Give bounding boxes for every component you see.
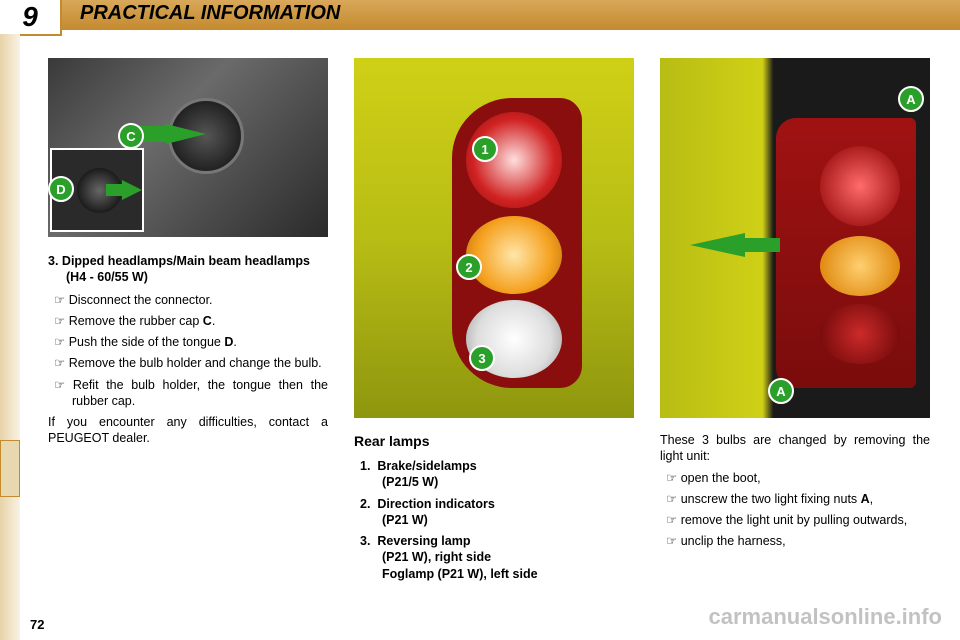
badge-1: 1 bbox=[472, 136, 498, 162]
col2-n2: 2. Direction indicators (P21 W) bbox=[354, 496, 634, 529]
badge-c: C bbox=[118, 123, 144, 149]
left-sidebar bbox=[0, 34, 20, 640]
rear-brake bbox=[820, 146, 900, 226]
figure-rear-unit: A A bbox=[660, 58, 930, 418]
page-title: PRACTICAL INFORMATION bbox=[80, 2, 340, 25]
col3-b1: open the boot, bbox=[660, 470, 930, 486]
figure-headlamp: C D bbox=[48, 58, 328, 237]
col2-heading: Rear lamps bbox=[354, 432, 634, 450]
col1-b3: Push the side of the tongue D. bbox=[48, 334, 328, 350]
col1-b5: Refit the bulb holder, the tongue then t… bbox=[48, 377, 328, 410]
badge-2: 2 bbox=[456, 254, 482, 280]
col1-b4: Remove the bulb holder and change the bu… bbox=[48, 355, 328, 371]
badge-3: 3 bbox=[469, 345, 495, 371]
arrow-d-head bbox=[122, 180, 142, 200]
manual-page: 9 PRACTICAL INFORMATION C D 1 2 3 A bbox=[0, 0, 960, 640]
section-tab bbox=[0, 440, 20, 497]
col3-b2: unscrew the two light fixing nuts A, bbox=[660, 491, 930, 507]
rear-fog bbox=[820, 304, 900, 364]
col1-heading-text: Dipped headlamps/Main beam headlamps (H4… bbox=[62, 254, 310, 284]
column-left: 3. Dipped headlamps/Main beam headlamps … bbox=[48, 253, 328, 447]
col2-n1: 1. Brake/sidelamps (P21/5 W) bbox=[354, 458, 634, 491]
page-number: 72 bbox=[30, 617, 44, 632]
chapter-number-badge: 9 bbox=[0, 0, 62, 36]
arrow-c-head bbox=[166, 124, 206, 144]
figure-tail-lamp: 1 2 3 bbox=[354, 58, 634, 418]
badge-a-top: A bbox=[898, 86, 924, 112]
col3-b4: unclip the harness, bbox=[660, 533, 930, 549]
col1-heading-prefix: 3. bbox=[48, 254, 58, 268]
col1-b1: Disconnect the connector. bbox=[48, 292, 328, 308]
col1-heading: 3. Dipped headlamps/Main beam headlamps … bbox=[48, 253, 328, 286]
column-right: These 3 bulbs are changed by removing th… bbox=[660, 432, 930, 555]
col2-n3: 3. Reversing lamp (P21 W), right side Fo… bbox=[354, 533, 634, 582]
badge-d: D bbox=[48, 176, 74, 202]
col1-b2: Remove the rubber cap C. bbox=[48, 313, 328, 329]
col3-b3: remove the light unit by pulling outward… bbox=[660, 512, 930, 528]
watermark: carmanualsonline.info bbox=[709, 604, 943, 630]
arrow-pull bbox=[690, 233, 745, 257]
arrow-pull-stem bbox=[745, 238, 780, 252]
indicator-lamp bbox=[466, 216, 562, 294]
chapter-number: 9 bbox=[22, 1, 38, 33]
column-middle: Rear lamps 1. Brake/sidelamps (P21/5 W) … bbox=[354, 432, 634, 587]
col1-para: If you encounter any difficulties, conta… bbox=[48, 414, 328, 447]
rear-indicator bbox=[820, 236, 900, 296]
col3-para: These 3 bulbs are changed by removing th… bbox=[660, 432, 930, 465]
badge-a-bottom: A bbox=[768, 378, 794, 404]
